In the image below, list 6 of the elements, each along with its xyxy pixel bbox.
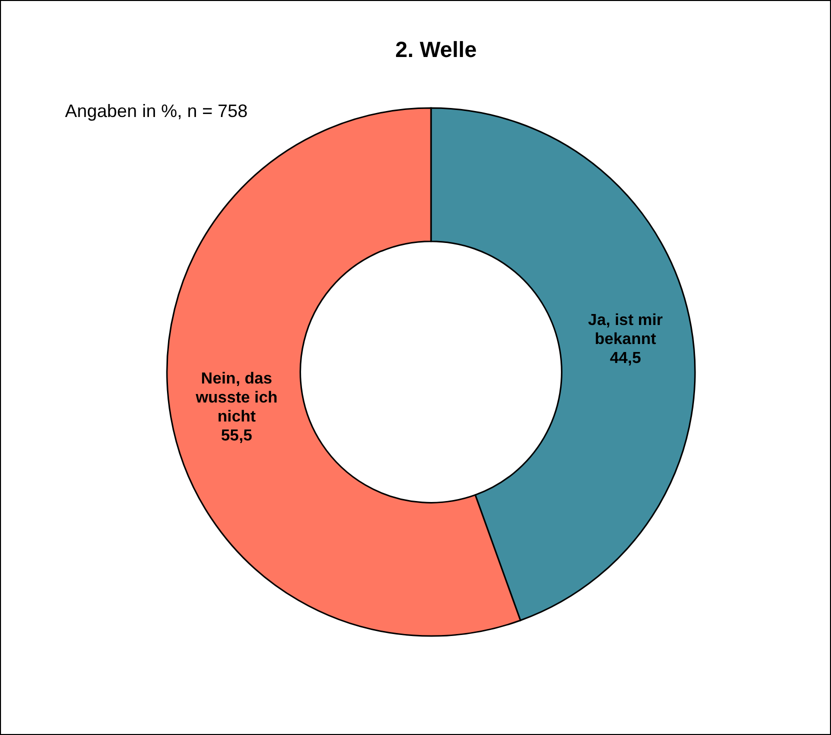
data-label: 44,5: [610, 350, 642, 368]
chart-title: 2. Welle: [395, 37, 477, 62]
slice-label: Nein, das wusste ich nicht: [194, 370, 278, 426]
text: Angaben in %, n = 758: [65, 101, 248, 121]
data-label: 55,5: [221, 427, 252, 444]
slice-label: Ja, ist mir bekannt: [588, 312, 663, 348]
